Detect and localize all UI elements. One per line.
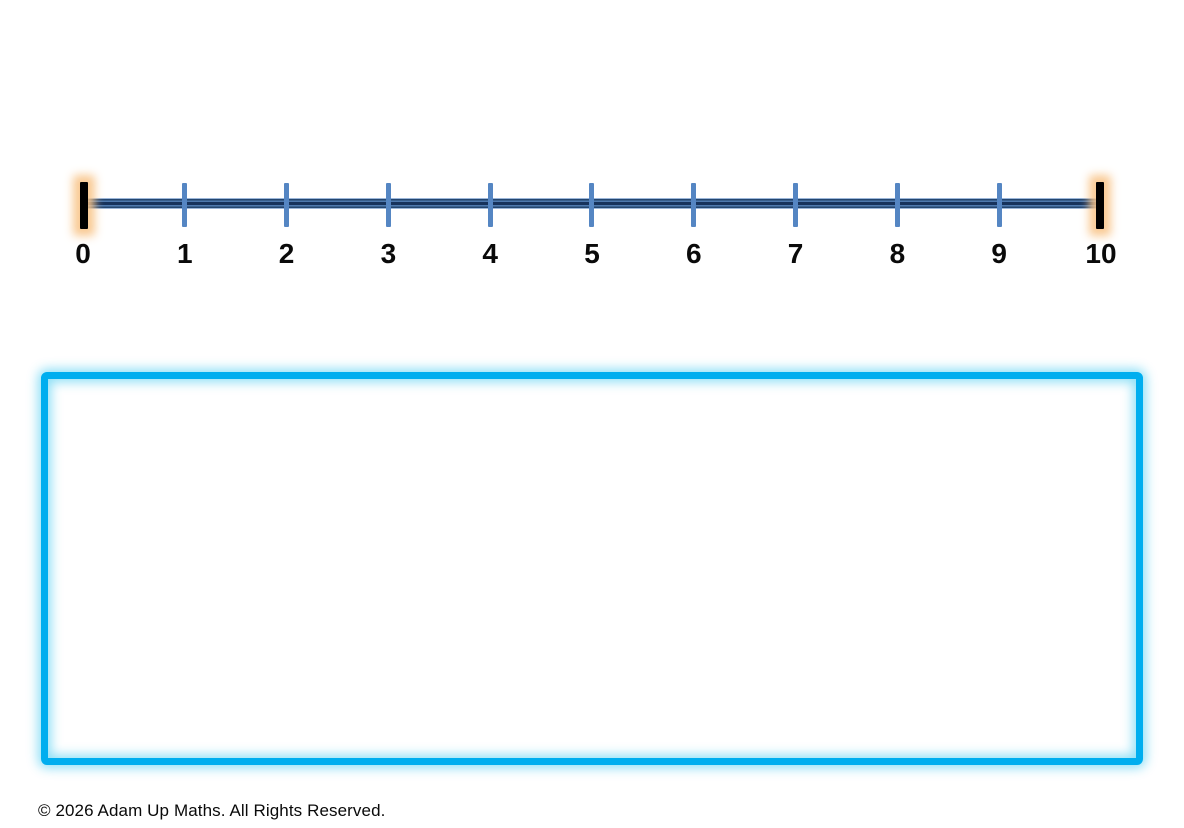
- copyright-text: © 2026 Adam Up Maths. All Rights Reserve…: [38, 801, 386, 820]
- tick-mark: [894, 183, 900, 227]
- tick-label: 2: [278, 238, 295, 269]
- number-line-right-endpoint-handle[interactable]: [1096, 182, 1104, 229]
- number-line: 0 1 2 3 4 5 6 7 8 9 10: [0, 0, 1184, 290]
- tick-label: 3: [380, 238, 397, 269]
- tick-label: 1: [177, 238, 193, 269]
- workspace-canvas[interactable]: [41, 372, 1143, 765]
- tick-mark: [385, 183, 391, 227]
- number-line-left-endpoint-handle[interactable]: [80, 182, 88, 229]
- tick-label: 8: [889, 238, 906, 269]
- number-line-ticks: [83, 183, 1101, 227]
- tick-mark: [691, 183, 697, 227]
- tick-mark: [793, 183, 799, 227]
- tick-mark: [284, 183, 290, 227]
- tick-label: 5: [584, 238, 600, 269]
- tick-label: 7: [787, 238, 804, 269]
- tick-label: 6: [685, 238, 702, 269]
- tick-mark: [182, 183, 188, 227]
- number-line-labels: 0 1 2 3 4 5 6 7 8 9 10: [75, 238, 1116, 272]
- tick-label: 0: [75, 238, 91, 269]
- tick-mark: [996, 183, 1002, 227]
- tick-label: 4: [482, 238, 498, 269]
- tick-mark: [589, 183, 595, 227]
- tick-label: 10: [1085, 238, 1117, 269]
- tick-label: 9: [991, 238, 1007, 269]
- tick-mark: [487, 183, 493, 227]
